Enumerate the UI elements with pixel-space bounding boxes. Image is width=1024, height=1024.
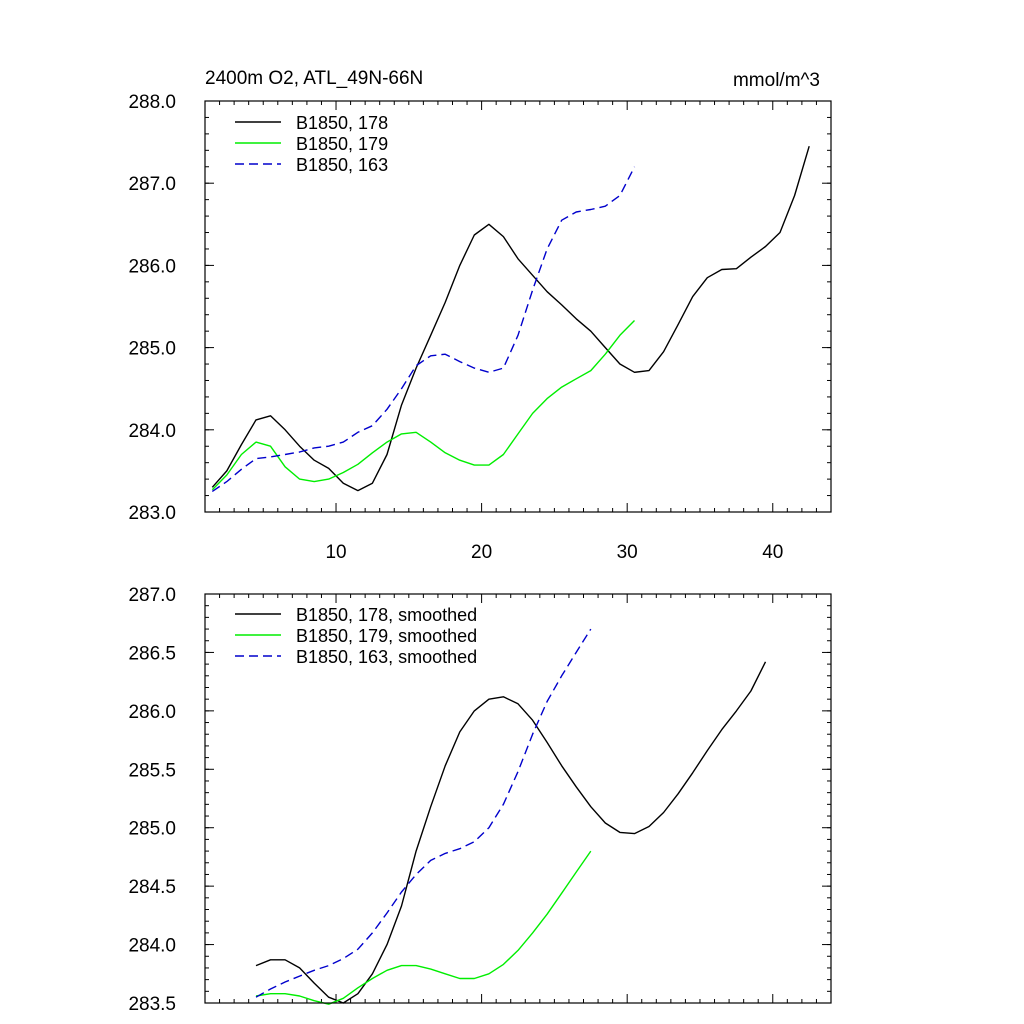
- series-line-b1850-163-smoothed: [255, 628, 592, 998]
- series-line-b1850-179-smoothed: [255, 850, 592, 1005]
- y-tick-label: 283.5: [128, 994, 176, 1015]
- plot-frame: [204, 100, 832, 513]
- y-tick-label: 286.5: [128, 643, 176, 664]
- plot-frame: [204, 593, 832, 1004]
- legend-label: B1850, 179: [296, 134, 388, 154]
- series-line-b1850-178: [211, 146, 810, 492]
- top-panel: 10 20 30 40 283.0 284.0 285.0 286.0 287.0 288.0 B1…: [128, 92, 832, 563]
- y-tick-label: 286.0: [128, 256, 176, 277]
- y-tick-label: 287.0: [128, 585, 176, 606]
- y-tick-label: 284.0: [128, 421, 176, 442]
- x-tick-label: 40: [762, 542, 783, 563]
- x-tick-label: 20: [471, 542, 492, 563]
- y-tick-label: 284.0: [128, 936, 176, 957]
- legend-label: B1850, 163: [296, 155, 388, 175]
- y-tick-label: 285.0: [128, 339, 176, 360]
- legend-label: B1850, 178: [296, 113, 388, 133]
- chart-title: 2400m O2, ATL_49N-66N: [205, 68, 423, 89]
- x-tick-label: 30: [617, 542, 638, 563]
- legend-label: B1850, 179, smoothed: [296, 626, 477, 646]
- y-tick-label: 285.0: [128, 819, 176, 840]
- units-label: mmol/m^3: [733, 70, 820, 91]
- y-tick-label: 285.5: [128, 760, 176, 781]
- bottom-panel: 283.5 284.0 284.5 285.0 285.5 286.0 286.5 287.0…: [128, 585, 832, 1015]
- series-line-b1850-179: [211, 320, 635, 491]
- y-tick-label: 284.5: [128, 877, 176, 898]
- series-line-b1850-163: [211, 166, 636, 492]
- series-line-b1850-178-smoothed: [255, 661, 767, 1004]
- y-tick-label: 283.0: [128, 503, 176, 524]
- y-tick-label: 287.0: [128, 174, 176, 195]
- x-tick-label: 10: [325, 542, 346, 563]
- legend-label: B1850, 178, smoothed: [296, 605, 477, 625]
- y-tick-label: 288.0: [128, 92, 176, 113]
- y-tick-label: 286.0: [128, 702, 176, 723]
- legend-label: B1850, 163, smoothed: [296, 647, 477, 667]
